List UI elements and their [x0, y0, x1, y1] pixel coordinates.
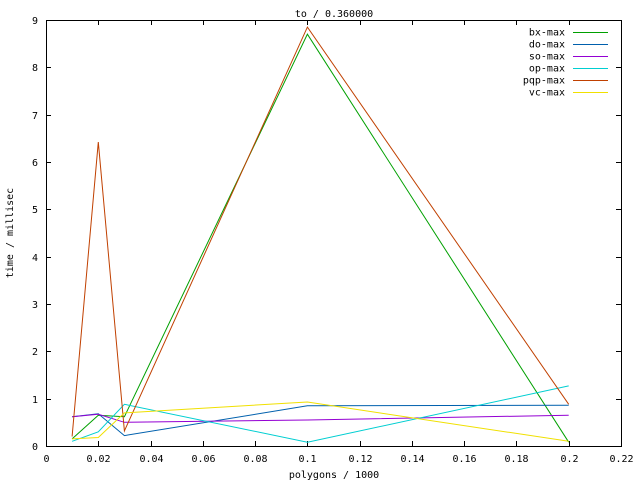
y-axis-label: time / millisec — [5, 188, 16, 278]
y-axis-ticks: 0 1 2 3 4 5 6 7 8 9 — [32, 16, 621, 453]
series-line-op-max — [71, 385, 569, 443]
legend-label-so-max: so-max — [529, 52, 565, 63]
y-tick-label: 3 — [32, 300, 38, 311]
y-tick-label: 2 — [32, 347, 38, 358]
x-tick-label: 0.02 — [86, 454, 110, 465]
y-tick-label: 1 — [32, 395, 38, 406]
legend-label-pqp-max: pqp-max — [523, 76, 565, 87]
plot-frame — [46, 20, 622, 447]
y-tick-label: 0 — [32, 442, 38, 453]
y-tick-label: 8 — [32, 63, 38, 74]
x-tick-label: 0.2 — [560, 454, 578, 465]
y-tick-label: 9 — [32, 16, 38, 27]
series-lines — [71, 26, 570, 443]
x-tick-label: 0.16 — [452, 454, 476, 465]
x-tick-label: 0 — [43, 454, 49, 465]
legend-label-bx-max: bx-max — [529, 28, 565, 39]
x-tick-label: 0.1 — [298, 454, 316, 465]
chart-title: to / 0.360000 — [295, 9, 373, 20]
legend-label-op-max: op-max — [529, 64, 565, 75]
x-tick-label: 0.22 — [609, 454, 633, 465]
series-line-do-max — [72, 404, 569, 437]
y-tick-label: 6 — [32, 158, 38, 169]
x-tick-label: 0.14 — [400, 454, 424, 465]
legend-label-vc-max: vc-max — [529, 88, 565, 99]
x-tick-label: 0.04 — [139, 454, 163, 465]
y-tick-label: 5 — [32, 205, 38, 216]
series-line-vc-max — [72, 401, 569, 442]
x-tick-label: 0.12 — [348, 454, 372, 465]
x-tick-label: 0.06 — [191, 454, 215, 465]
y-tick-label: 4 — [32, 253, 38, 264]
x-axis-label: polygons / 1000 — [289, 470, 379, 480]
series-line-pqp-max — [71, 26, 570, 437]
x-tick-label: 0.18 — [504, 454, 528, 465]
series-line-bx-max — [71, 33, 570, 443]
x-tick-label: 0.08 — [243, 454, 267, 465]
series-line-so-max — [72, 413, 569, 423]
y-tick-label: 7 — [32, 111, 38, 122]
legend-label-do-max: do-max — [529, 40, 565, 51]
x-axis-ticks: 0 0.02 0.04 0.06 0.08 0.1 0.12 0.14 0.16 0.18 0.2 0… — [43, 20, 634, 465]
